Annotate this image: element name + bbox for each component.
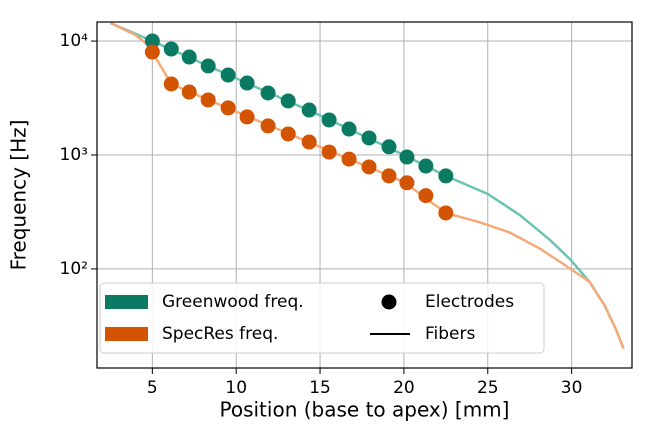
electrode-dot	[280, 126, 296, 142]
electrode-dot	[280, 93, 296, 109]
electrode-dot	[163, 41, 179, 57]
electrode-dot	[341, 151, 357, 167]
electrode-dot	[144, 33, 160, 49]
electrode-dot	[163, 76, 179, 92]
electrode-dot	[239, 75, 255, 91]
electrode-dot	[438, 168, 454, 184]
x-tick-label: 10	[225, 378, 247, 398]
electrode-dot	[361, 130, 377, 146]
electrode-dot	[200, 92, 216, 108]
electrode-dot	[418, 188, 434, 204]
electrode-dot	[418, 158, 434, 174]
y-tick-label: 10²	[60, 259, 88, 279]
legend-marker	[381, 294, 397, 310]
electrode-dot	[399, 175, 415, 191]
electrode-dot	[321, 144, 337, 160]
legend-box	[99, 282, 545, 354]
electrode-dot	[301, 102, 317, 118]
legend-label: Greenwood freq.	[162, 292, 304, 312]
legend-label: SpecRes freq.	[162, 324, 278, 344]
electrode-dot	[381, 168, 397, 184]
electrode-dot	[321, 112, 337, 128]
x-tick-label: 5	[147, 378, 158, 398]
y-tick-label: 10⁴	[60, 31, 89, 51]
electrode-dot	[301, 134, 317, 150]
x-tick-label: 15	[309, 378, 331, 398]
electrode-dot	[200, 58, 216, 74]
plot-frame	[96, 21, 633, 369]
y-axis-label: Frequency [Hz]	[7, 120, 31, 271]
electrode-dot	[144, 44, 160, 60]
electrode-dot	[381, 139, 397, 155]
legend-patch	[105, 295, 148, 309]
legend-label: Electrodes	[425, 292, 514, 312]
electrode-dot	[361, 159, 377, 175]
y-tick-label: 10³	[60, 145, 88, 165]
x-tick-label: 25	[477, 378, 499, 398]
legend-label: Fibers	[425, 324, 476, 344]
electrode-dot	[260, 118, 276, 134]
electrode-dot	[181, 49, 197, 65]
electrode-dot	[260, 85, 276, 101]
electrode-dot	[438, 205, 454, 221]
electrode-dot	[239, 109, 255, 125]
electrode-dot	[341, 121, 357, 137]
electrode-dot	[220, 100, 236, 116]
x-axis-label: Position (base to apex) [mm]	[220, 398, 510, 422]
electrode-dot	[181, 84, 197, 100]
electrode-dot	[220, 67, 236, 83]
x-tick-label: 30	[561, 378, 583, 398]
legend-patch	[105, 327, 148, 341]
x-tick-label: 20	[393, 378, 415, 398]
electrode-dot	[399, 149, 415, 165]
